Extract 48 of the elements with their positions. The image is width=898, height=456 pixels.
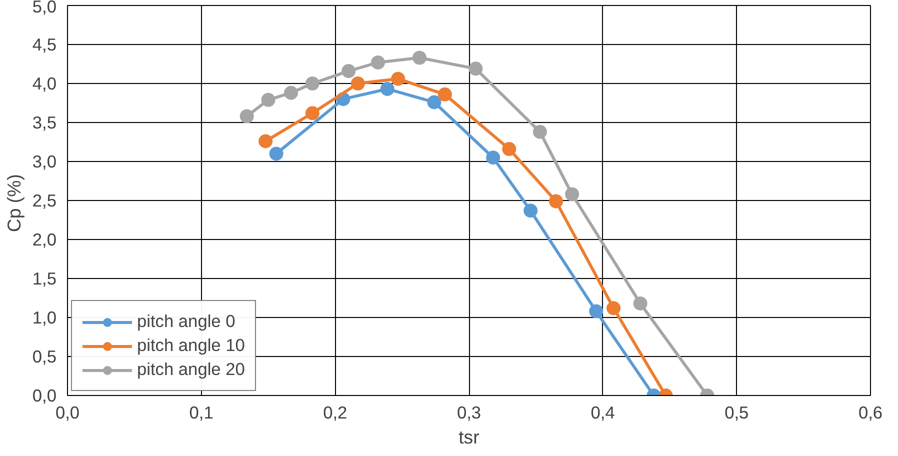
x-tick-label: 0,6: [858, 402, 883, 422]
point: [468, 62, 483, 76]
point: [589, 304, 604, 318]
point: [258, 134, 273, 148]
y-tick-label: 1,0: [32, 308, 57, 328]
point: [524, 204, 538, 218]
y-tick-label: 1,5: [32, 268, 57, 288]
x-axis-title: tsr: [458, 426, 480, 448]
legend-label: pitch angle 0: [137, 311, 236, 332]
point: [565, 187, 580, 202]
y-tick-label: 0,0: [32, 386, 57, 406]
point: [548, 194, 563, 208]
x-tick-label: 0,2: [323, 402, 348, 422]
point: [370, 55, 385, 70]
point: [305, 76, 320, 90]
point: [305, 106, 320, 120]
point: [342, 64, 356, 78]
point: [486, 150, 500, 165]
x-tick-label: 0,0: [55, 402, 80, 422]
x-tick-label: 0,4: [590, 402, 616, 422]
point: [240, 109, 254, 124]
point: [633, 296, 648, 310]
point: [412, 50, 426, 65]
point: [502, 142, 516, 156]
y-tick-label: 4,5: [32, 34, 57, 54]
point: [438, 87, 452, 102]
point: [532, 124, 547, 139]
y-tick-label: 5,0: [32, 0, 57, 16]
point: [606, 301, 621, 316]
y-tick-label: 4,0: [32, 74, 57, 94]
y-tick-label: 0,5: [32, 346, 57, 366]
point: [261, 92, 276, 107]
y-tick-label: 3,5: [32, 112, 57, 132]
y-tick-label: 2,5: [32, 190, 57, 210]
y-tick-label: 2,0: [32, 230, 57, 250]
x-tick-label: 0,3: [456, 402, 482, 422]
point: [427, 95, 442, 110]
x-tick-label: 0,5: [724, 402, 749, 422]
legend-label: pitch angle 20: [137, 359, 245, 380]
point: [350, 76, 365, 90]
x-tick-label: 0,1: [189, 402, 214, 422]
point: [269, 146, 284, 161]
legend-label: pitch angle 10: [137, 335, 245, 356]
y-tick-label: 3,0: [32, 152, 57, 172]
point: [380, 82, 394, 96]
point: [284, 86, 298, 100]
point: [391, 72, 406, 86]
y-axis-title: Cp (%): [3, 174, 24, 232]
